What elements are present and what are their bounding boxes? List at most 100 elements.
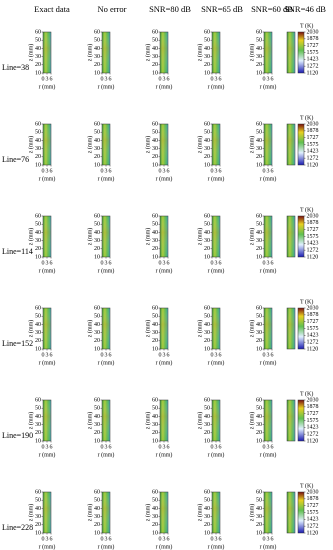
y-tick-label: 10 bbox=[35, 70, 41, 76]
y-tick-label: 50 bbox=[35, 38, 41, 44]
y-tick-label: 40 bbox=[256, 506, 262, 512]
column-header: SNR=46 dB bbox=[284, 4, 326, 14]
panel-frame bbox=[286, 123, 296, 166]
x-tick-label: 6 bbox=[50, 76, 53, 82]
colorbar-tick-label: 1272 bbox=[307, 432, 319, 438]
x-tick-label: 6 bbox=[50, 260, 53, 266]
y-tick-label: 10 bbox=[152, 162, 158, 168]
colorbar-tick-label: 1423 bbox=[307, 149, 319, 155]
column-header: SNR=60 dB bbox=[251, 4, 293, 14]
y-axis-label: z (mm) bbox=[144, 504, 151, 522]
field-shade bbox=[160, 32, 168, 73]
x-tick-label: 3 bbox=[163, 444, 166, 450]
y-tick-label: 40 bbox=[152, 46, 158, 52]
y-tick-label: 50 bbox=[152, 222, 158, 228]
field-shade bbox=[287, 32, 295, 73]
y-tick-label: 20 bbox=[152, 62, 158, 68]
colorbar-title: T (K) bbox=[300, 298, 313, 305]
y-tick-label: 40 bbox=[152, 138, 158, 144]
panel-frame bbox=[286, 31, 296, 74]
y-tick-label: 20 bbox=[35, 430, 41, 436]
x-axis-label: r (mm) bbox=[98, 267, 115, 274]
y-tick-label: 50 bbox=[204, 498, 210, 504]
y-tick-label: 60 bbox=[35, 213, 41, 219]
x-tick-label: 3 bbox=[46, 168, 49, 174]
y-tick-label: 10 bbox=[35, 254, 41, 260]
y-tick-label: 30 bbox=[94, 514, 100, 520]
x-axis-label: r (mm) bbox=[156, 543, 173, 550]
y-axis-label: z (mm) bbox=[86, 136, 93, 154]
field-shade bbox=[264, 400, 272, 441]
y-tick-label: 50 bbox=[204, 406, 210, 412]
y-tick-label: 30 bbox=[256, 422, 262, 428]
panel-frame bbox=[286, 399, 296, 442]
x-tick-label: 6 bbox=[219, 168, 222, 174]
y-tick-label: 10 bbox=[204, 254, 210, 260]
x-tick-label: 0 bbox=[42, 76, 45, 82]
y-tick-label: 10 bbox=[152, 438, 158, 444]
y-tick-label: 30 bbox=[204, 238, 210, 244]
y-tick-label: 40 bbox=[35, 506, 41, 512]
y-tick-label: 40 bbox=[152, 414, 158, 420]
colorbar bbox=[297, 31, 305, 74]
y-tick-label: 10 bbox=[94, 438, 100, 444]
y-tick-label: 10 bbox=[204, 162, 210, 168]
y-tick-label: 20 bbox=[204, 430, 210, 436]
colorbar-tick-label: 1727 bbox=[307, 503, 319, 509]
y-tick-label: 10 bbox=[35, 438, 41, 444]
colorbar-tick-label: 1120 bbox=[307, 346, 319, 352]
x-tick-label: 6 bbox=[219, 444, 222, 450]
y-tick-label: 40 bbox=[94, 322, 100, 328]
y-tick-label: 10 bbox=[94, 70, 100, 76]
panel-frame bbox=[286, 491, 296, 534]
field-shade bbox=[212, 492, 220, 533]
y-axis-label: z (mm) bbox=[86, 228, 93, 246]
colorbar-tick-label: 1727 bbox=[307, 411, 319, 417]
y-tick-label: 20 bbox=[152, 338, 158, 344]
colorbar-title: T (K) bbox=[300, 390, 313, 397]
x-tick-label: 6 bbox=[167, 444, 170, 450]
colorbar-tick-label: 1423 bbox=[307, 57, 319, 63]
x-axis-label: r (mm) bbox=[39, 543, 56, 550]
y-tick-label: 30 bbox=[152, 422, 158, 428]
colorbar bbox=[297, 307, 305, 350]
x-tick-label: 0 bbox=[263, 260, 266, 266]
y-tick-label: 60 bbox=[94, 121, 100, 127]
x-tick-label: 0 bbox=[211, 444, 214, 450]
x-tick-label: 0 bbox=[211, 76, 214, 82]
y-tick-label: 30 bbox=[35, 146, 41, 152]
y-tick-label: 50 bbox=[35, 314, 41, 320]
y-axis-label: z (mm) bbox=[144, 412, 151, 430]
colorbar-tick-label: 1423 bbox=[307, 333, 319, 339]
y-axis-label: z (mm) bbox=[86, 320, 93, 338]
x-axis-label: r (mm) bbox=[39, 175, 56, 182]
field-shade bbox=[160, 216, 168, 257]
x-tick-label: 3 bbox=[267, 444, 270, 450]
y-axis-label: z (mm) bbox=[86, 412, 93, 430]
x-tick-label: 3 bbox=[46, 260, 49, 266]
x-tick-label: 3 bbox=[105, 536, 108, 542]
x-tick-label: 0 bbox=[159, 536, 162, 542]
x-tick-label: 3 bbox=[105, 352, 108, 358]
x-tick-label: 0 bbox=[42, 536, 45, 542]
y-tick-label: 10 bbox=[35, 162, 41, 168]
y-tick-label: 60 bbox=[35, 121, 41, 127]
x-tick-label: 3 bbox=[215, 352, 218, 358]
y-tick-label: 20 bbox=[256, 338, 262, 344]
x-tick-label: 0 bbox=[101, 168, 104, 174]
y-tick-label: 50 bbox=[94, 222, 100, 228]
x-tick-label: 6 bbox=[271, 536, 274, 542]
y-tick-label: 40 bbox=[152, 230, 158, 236]
colorbar-tick-label: 1120 bbox=[307, 530, 319, 536]
row-label: Line=228 bbox=[2, 523, 33, 532]
y-tick-label: 20 bbox=[35, 522, 41, 528]
y-tick-label: 60 bbox=[94, 489, 100, 495]
field-shade bbox=[212, 400, 220, 441]
field-shade bbox=[102, 124, 110, 165]
y-tick-label: 20 bbox=[94, 62, 100, 68]
x-tick-label: 3 bbox=[215, 536, 218, 542]
y-tick-label: 40 bbox=[94, 230, 100, 236]
x-tick-label: 0 bbox=[42, 352, 45, 358]
y-tick-label: 60 bbox=[204, 121, 210, 127]
y-tick-label: 50 bbox=[204, 130, 210, 136]
